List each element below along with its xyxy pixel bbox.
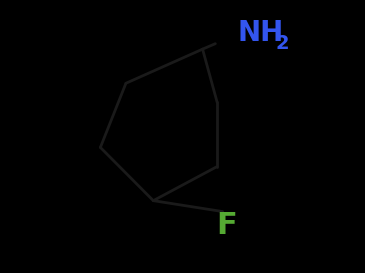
Text: F: F — [216, 211, 237, 240]
Text: 2: 2 — [276, 34, 289, 53]
Text: NH: NH — [237, 19, 284, 47]
